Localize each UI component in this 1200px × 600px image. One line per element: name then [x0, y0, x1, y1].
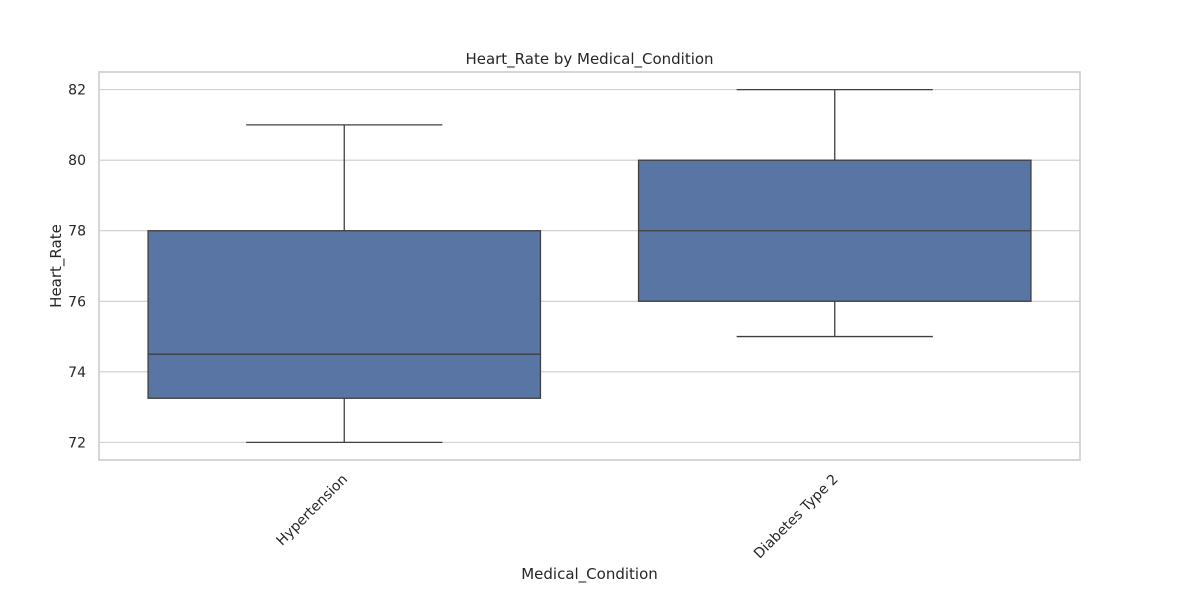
- chart-title: Heart_Rate by Medical_Condition: [465, 50, 713, 69]
- boxes: [147, 88, 1032, 444]
- x-axis-label: Medical_Condition: [521, 565, 658, 584]
- plot-area-frame: [98, 71, 1081, 461]
- box-hypertension: [147, 124, 542, 444]
- x-tick-label: Hypertension: [274, 472, 352, 550]
- y-tick-label: 76: [68, 294, 86, 310]
- y-tick-label: 80: [68, 153, 86, 169]
- y-tick-label: 82: [68, 83, 86, 99]
- y-tick-label: 78: [68, 224, 86, 240]
- y-axis-label: Heart_Rate: [47, 224, 66, 308]
- y-axis-ticks: 72 74 76 78 80 82: [68, 83, 86, 452]
- iqr-box: [147, 230, 542, 399]
- x-axis-ticks: Hypertension Diabetes Type 2: [274, 472, 842, 563]
- box-diabetes-type-2: [637, 88, 1032, 338]
- x-tick-label: Diabetes Type 2: [751, 472, 842, 563]
- y-tick-label: 72: [68, 435, 86, 451]
- y-tick-label: 74: [68, 365, 86, 381]
